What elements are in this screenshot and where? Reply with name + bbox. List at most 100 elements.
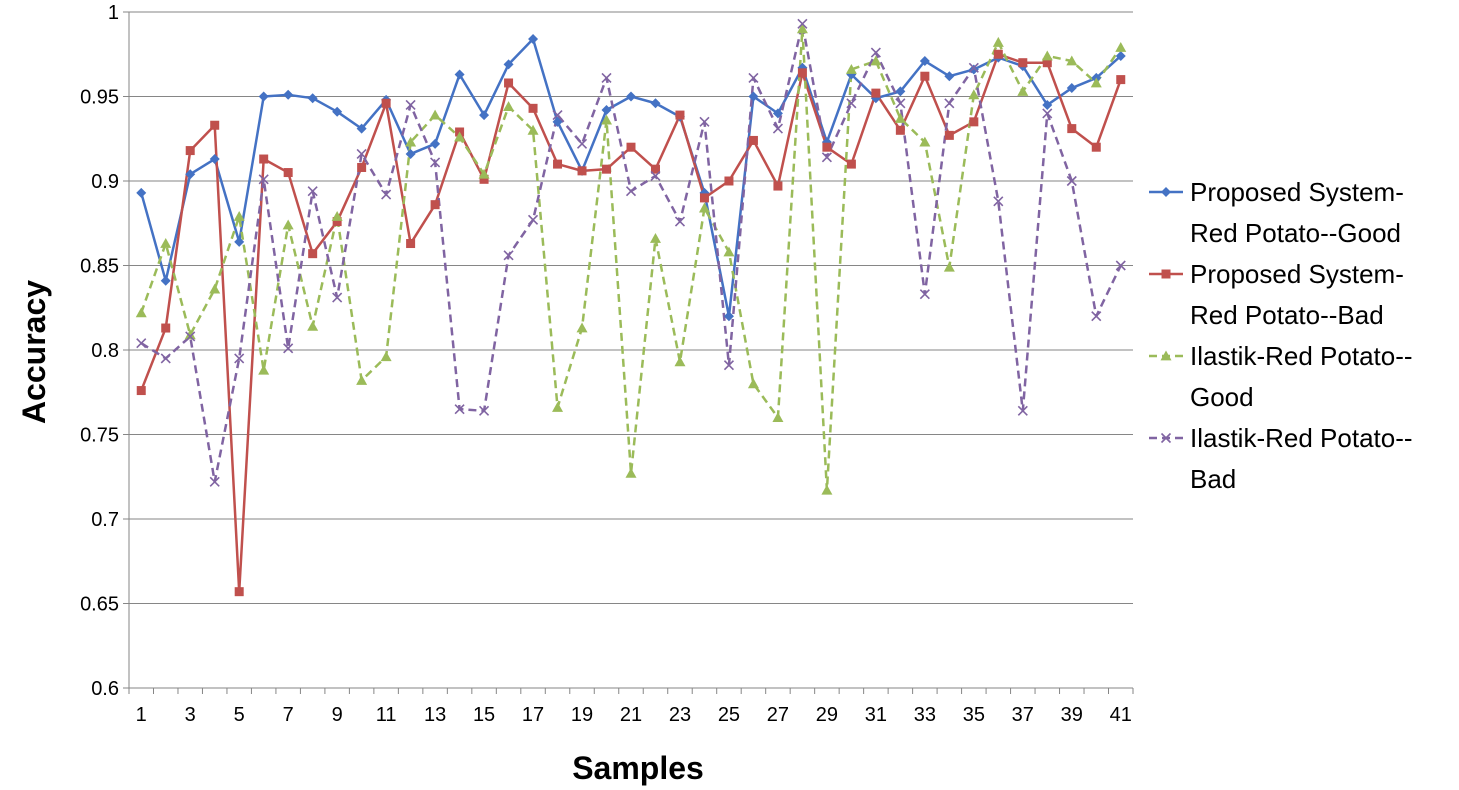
data-point-series-4 <box>307 186 318 197</box>
data-point-series-4 <box>699 116 710 127</box>
data-point-series-4 <box>797 18 808 29</box>
data-point-series-3 <box>601 114 613 125</box>
series-markers <box>135 18 1127 597</box>
data-point-series-1 <box>258 91 269 102</box>
data-point-series-4 <box>234 353 245 364</box>
x-tick-label: 5 <box>234 704 245 726</box>
data-point-series-1 <box>601 105 612 116</box>
data-point-series-2 <box>773 181 783 191</box>
x-tick-label: 9 <box>332 704 343 726</box>
series-line-1 <box>140 37 1122 318</box>
data-point-series-1 <box>552 116 563 127</box>
data-point-series-4 <box>381 189 392 200</box>
data-point-series-3 <box>821 484 833 495</box>
data-point-series-2 <box>1018 58 1028 68</box>
data-point-series-3 <box>454 131 466 142</box>
data-point-series-3 <box>674 356 686 367</box>
data-point-series-2 <box>699 193 709 203</box>
data-point-series-4 <box>209 476 220 487</box>
data-point-series-1 <box>626 91 636 102</box>
x-tick-label: 13 <box>424 704 446 726</box>
data-point-series-4 <box>1115 260 1126 271</box>
data-point-series-4 <box>748 72 759 83</box>
data-point-series-2 <box>406 239 416 249</box>
data-point-series-3 <box>258 364 270 375</box>
x-tick-label: 29 <box>816 704 838 726</box>
data-point-series-4 <box>870 47 881 58</box>
data-point-series-4 <box>993 196 1004 207</box>
x-tick-label: 11 <box>376 704 397 726</box>
data-point-series-1 <box>748 91 759 102</box>
data-point-series-2 <box>920 71 930 81</box>
data-point-series-4 <box>552 110 563 121</box>
data-point-series-3 <box>698 202 710 213</box>
data-point-series-2 <box>626 142 636 152</box>
legend-marker-4 <box>1160 432 1172 444</box>
data-point-series-1 <box>919 56 930 67</box>
x-tick-label: 17 <box>522 704 544 726</box>
data-point-series-3 <box>478 168 490 179</box>
data-point-series-2 <box>332 217 342 227</box>
data-point-series-3 <box>307 320 319 331</box>
legend-label-4: Bad <box>1190 464 1236 494</box>
data-point-series-3 <box>772 412 784 422</box>
data-point-series-4 <box>160 353 171 364</box>
data-point-series-2 <box>748 135 758 145</box>
data-point-series-1 <box>944 71 955 82</box>
data-point-series-1 <box>772 108 783 119</box>
data-point-series-1 <box>479 110 490 121</box>
x-tick-label: 37 <box>1012 704 1034 726</box>
data-point-series-3 <box>135 307 147 318</box>
data-point-series-3 <box>1041 50 1053 61</box>
y-tick-label: 1 <box>108 2 119 24</box>
data-point-series-1 <box>332 106 343 117</box>
data-point-series-1 <box>454 69 465 80</box>
data-point-series-4 <box>430 157 441 168</box>
data-point-series-4 <box>1042 108 1053 119</box>
legend-label-2: Proposed System- <box>1190 259 1404 289</box>
data-point-series-2 <box>528 103 538 113</box>
data-point-series-3 <box>429 109 441 120</box>
x-tick-label: 39 <box>1061 704 1083 726</box>
data-point-series-4 <box>895 98 906 109</box>
data-point-series-2 <box>161 323 171 333</box>
data-point-series-3 <box>331 210 343 221</box>
data-point-series-1 <box>1066 83 1077 94</box>
legend-label-1: Red Potato--Good <box>1190 218 1401 248</box>
data-point-series-2 <box>1116 75 1126 85</box>
data-point-series-4 <box>503 250 514 261</box>
y-tick-label: 0.95 <box>80 87 119 109</box>
data-point-series-3 <box>503 101 515 112</box>
x-tick-label: 27 <box>767 704 789 726</box>
data-point-series-4 <box>625 186 637 197</box>
data-point-series-1 <box>650 98 661 109</box>
data-point-series-3 <box>282 219 294 230</box>
data-point-series-1 <box>1042 99 1053 110</box>
data-point-series-2 <box>210 120 220 130</box>
data-point-series-4 <box>919 289 930 300</box>
data-point-series-3 <box>870 55 882 66</box>
x-tick-label: 1 <box>136 704 147 726</box>
data-point-series-1 <box>185 169 196 180</box>
data-point-series-1 <box>503 59 514 70</box>
data-point-series-4 <box>650 170 661 181</box>
data-point-series-4 <box>332 292 343 303</box>
data-point-series-3 <box>943 261 955 272</box>
data-point-series-3 <box>625 467 637 478</box>
y-tick-label: 0.8 <box>91 340 119 362</box>
data-point-series-2 <box>1067 124 1077 134</box>
data-point-series-3 <box>968 89 980 100</box>
y-tick-label: 0.75 <box>80 425 119 447</box>
data-point-series-2 <box>797 68 807 78</box>
x-tick-label: 23 <box>669 704 691 726</box>
data-point-series-3 <box>527 124 539 135</box>
data-point-series-3 <box>649 232 661 243</box>
data-point-series-2 <box>1091 142 1101 152</box>
data-point-series-3 <box>992 36 1004 47</box>
data-point-series-1 <box>968 64 979 75</box>
data-point-series-1 <box>209 154 220 165</box>
data-point-series-4 <box>258 174 269 185</box>
data-point-series-1 <box>283 89 294 100</box>
data-point-series-2 <box>430 200 440 210</box>
data-point-series-2 <box>846 159 856 169</box>
